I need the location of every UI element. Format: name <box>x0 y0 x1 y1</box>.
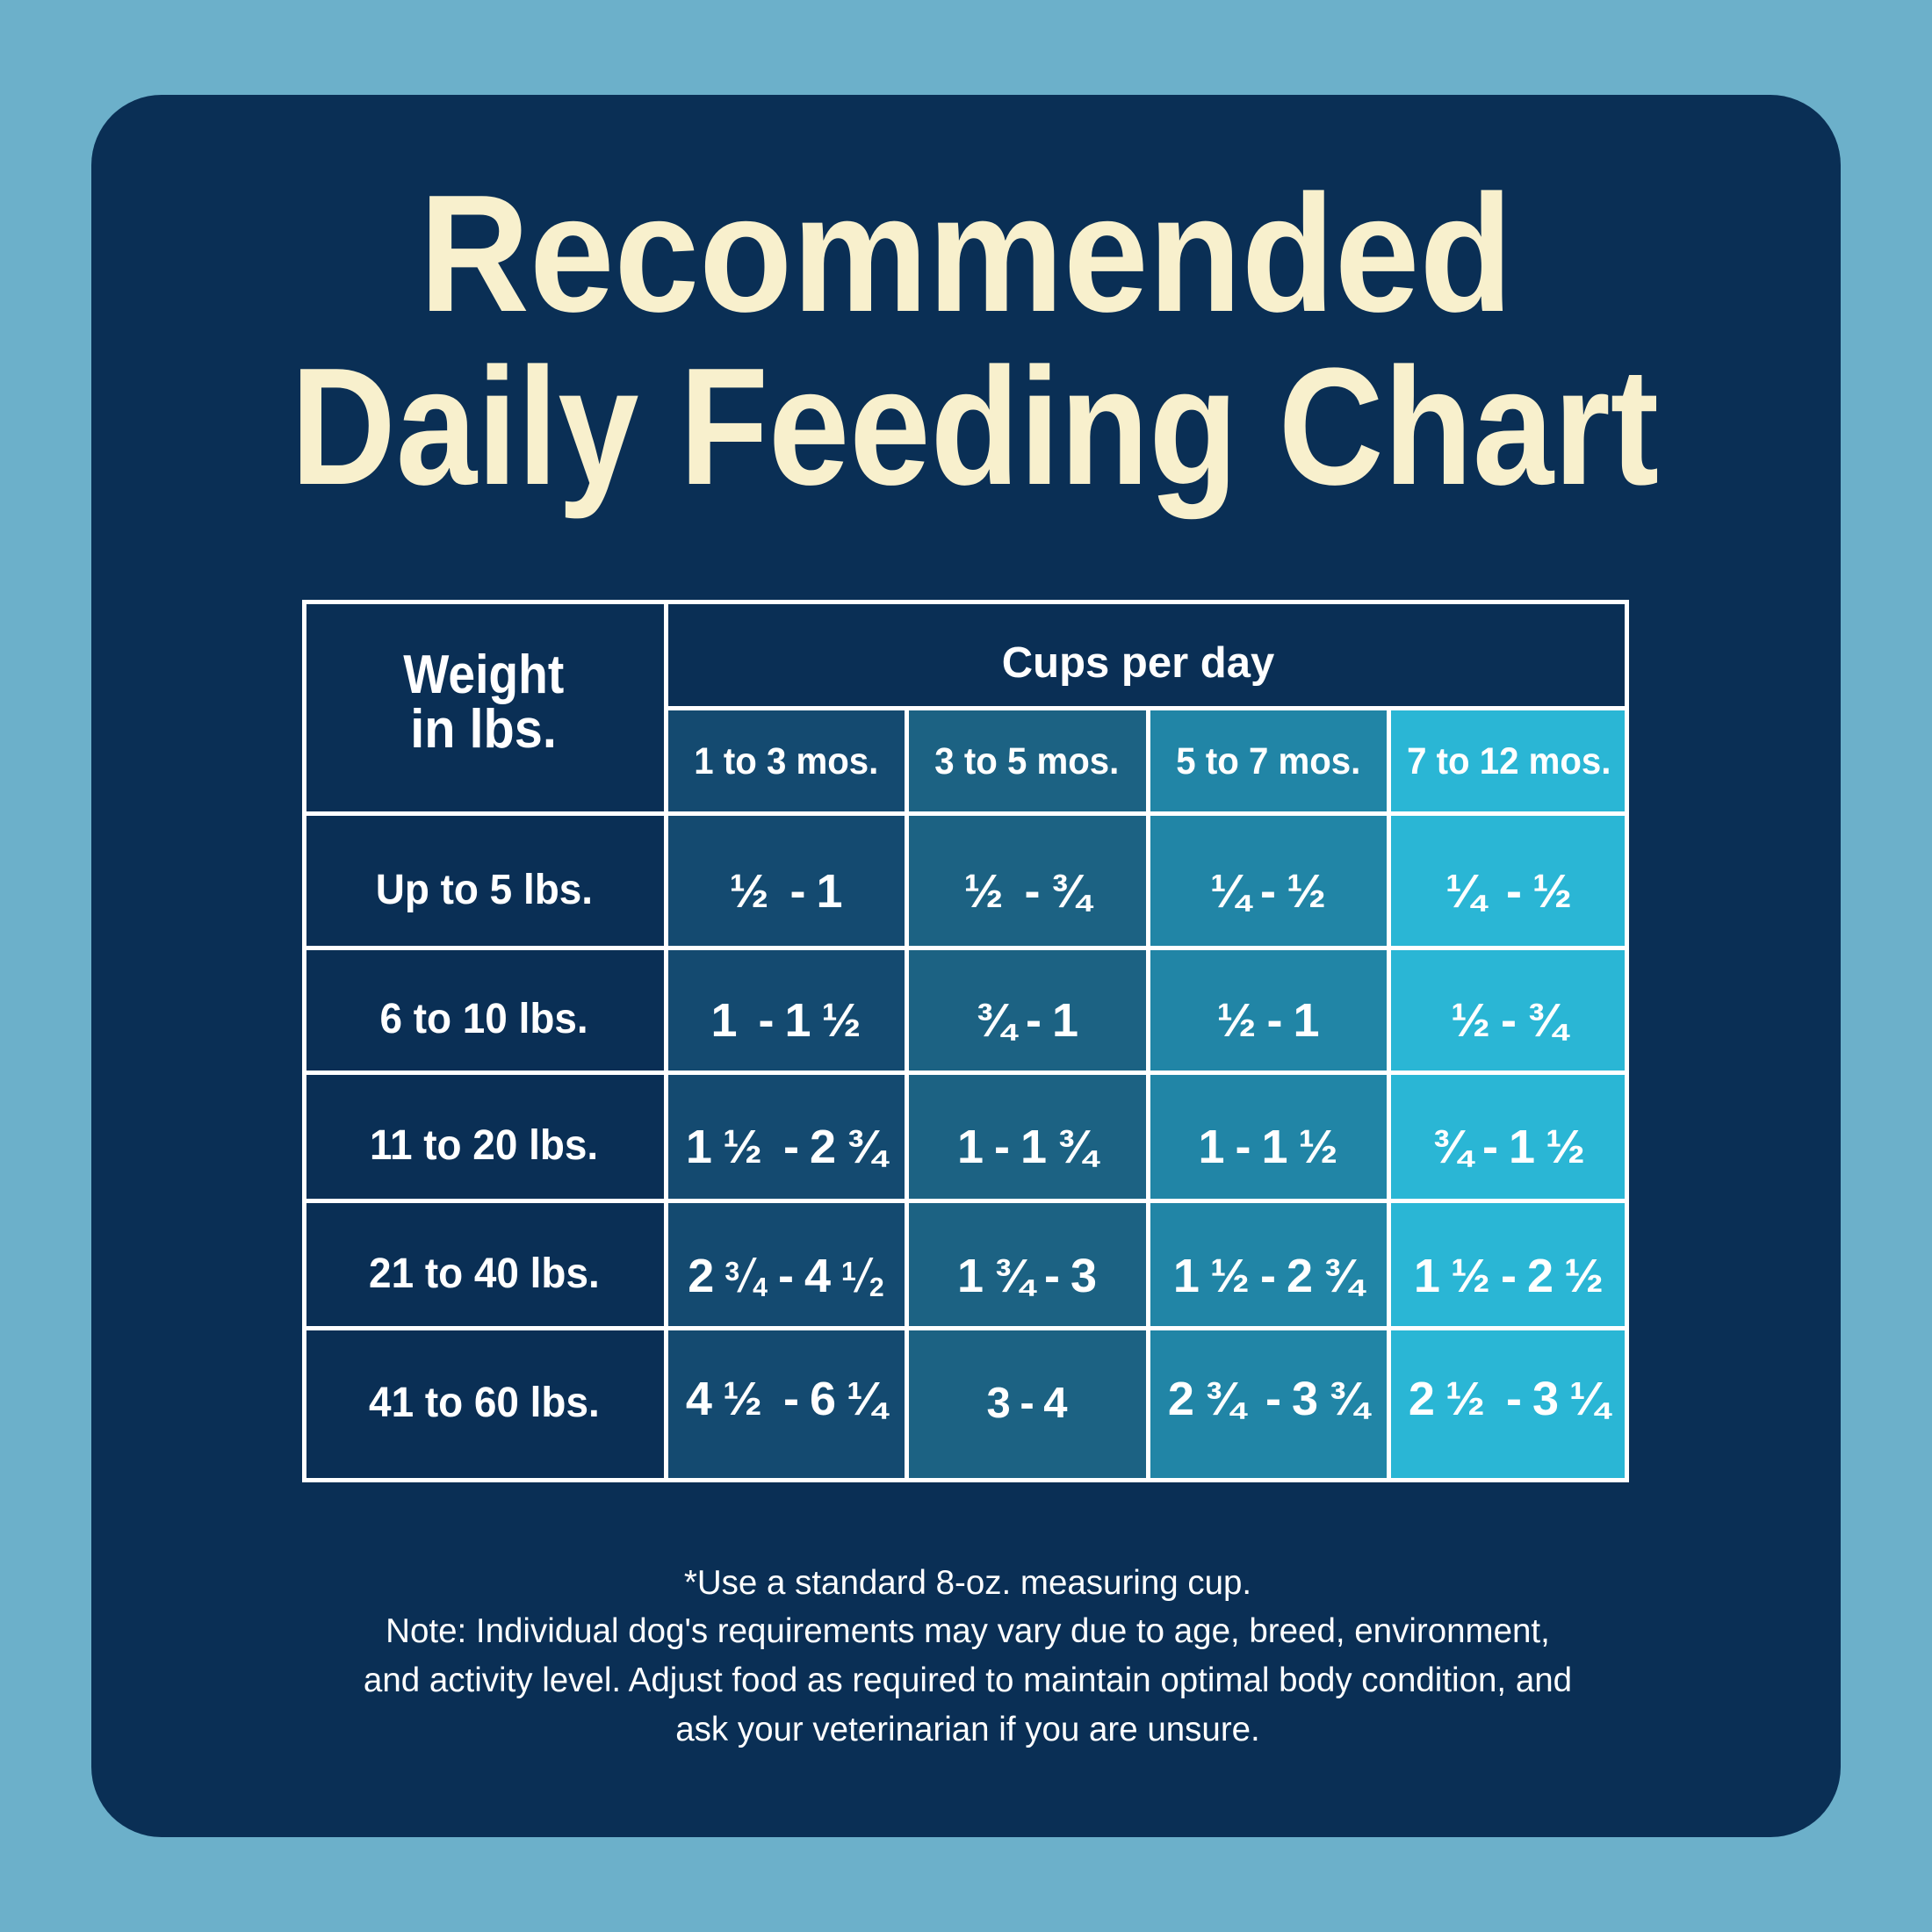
svg-text:Daily Feeding Chart: Daily Feeding Chart <box>291 334 1659 520</box>
svg-text:Recommended: Recommended <box>420 161 1513 347</box>
